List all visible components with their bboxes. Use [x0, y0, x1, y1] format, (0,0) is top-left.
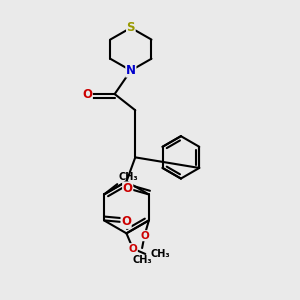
Text: CH₃: CH₃ — [132, 255, 152, 266]
Text: CH₃: CH₃ — [119, 172, 138, 182]
Text: O: O — [82, 88, 92, 100]
Text: O: O — [140, 231, 149, 241]
Text: S: S — [127, 21, 135, 34]
Text: O: O — [121, 215, 131, 228]
Text: O: O — [123, 182, 133, 195]
Text: CH₃: CH₃ — [151, 249, 170, 259]
Text: N: N — [126, 64, 136, 77]
Text: O: O — [128, 244, 137, 254]
